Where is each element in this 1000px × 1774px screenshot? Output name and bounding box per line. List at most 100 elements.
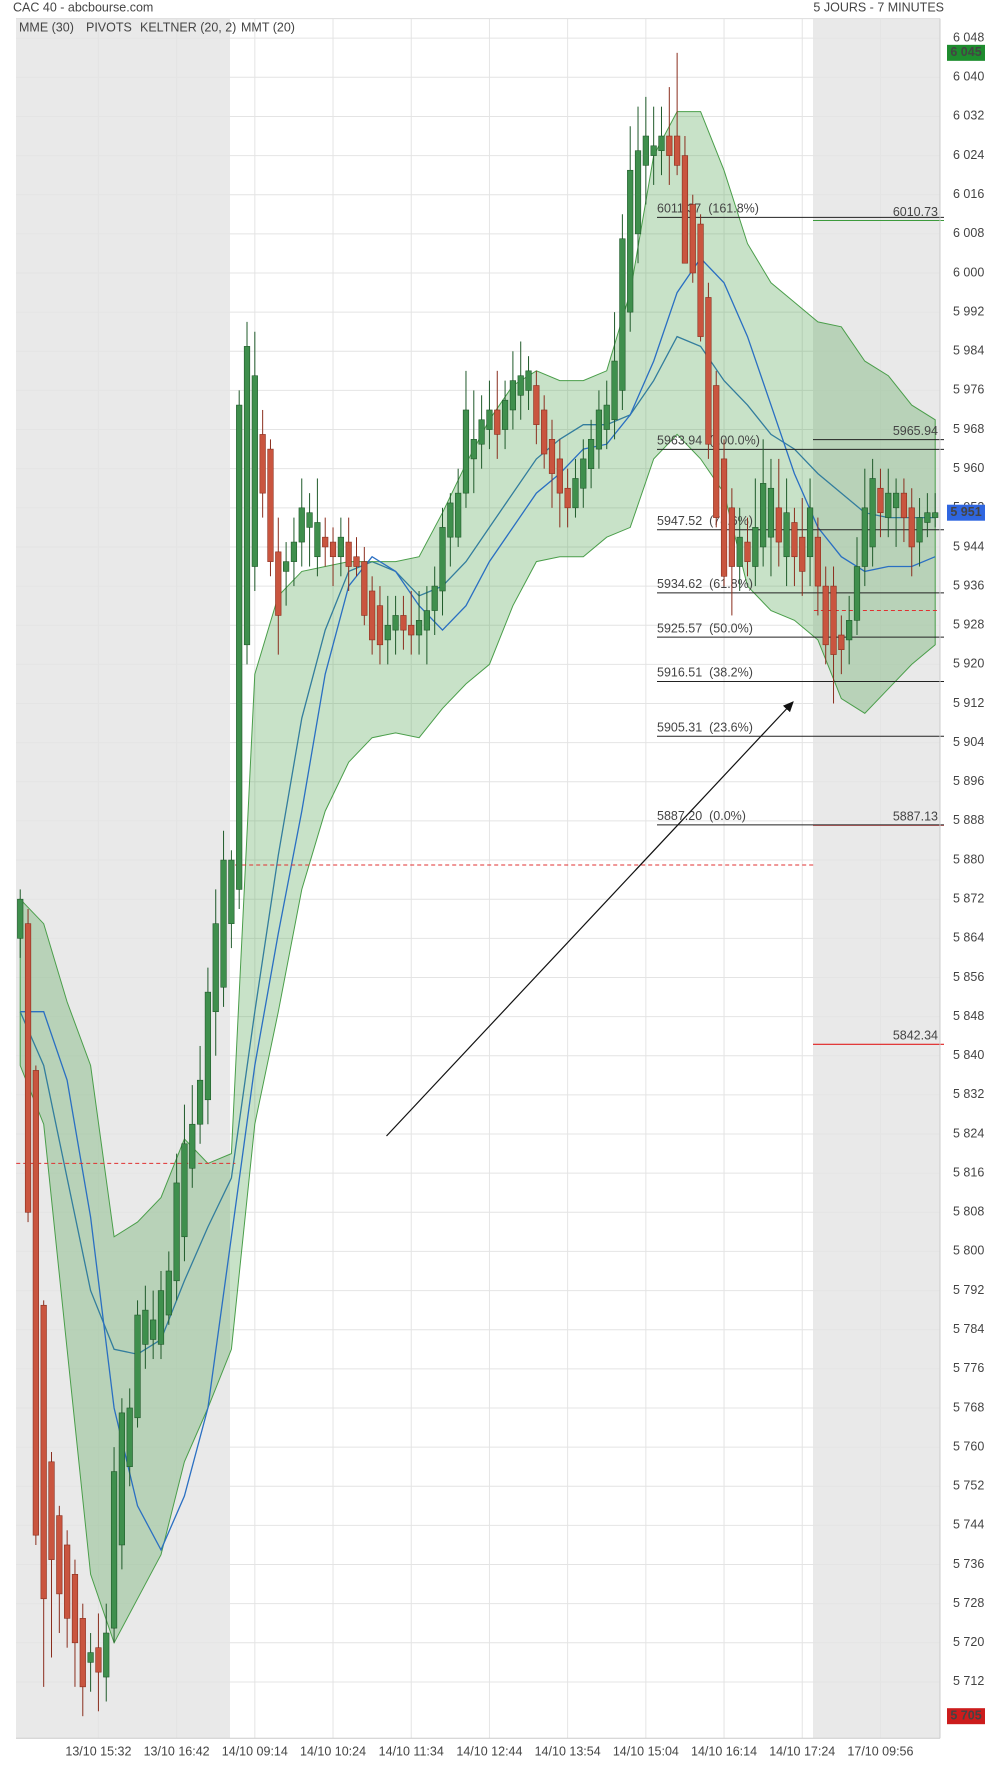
x-tick-label: 14/10 10:24 <box>300 1744 366 1758</box>
candle-body <box>369 590 376 641</box>
legend-entry: MME (30) <box>19 20 74 34</box>
chart-subtitle: 5 JOURS - 7 MINUTES <box>813 0 944 14</box>
fib-label: 5925.57 (50.0%) <box>657 621 753 635</box>
y-tick-label: 6 000 <box>953 265 984 279</box>
legend: MME (30) PIVOTS KELTNER (20, 2) MMT (20) <box>19 20 295 34</box>
candle-body <box>24 923 32 1213</box>
candle-body <box>744 541 751 562</box>
candle-body <box>306 512 313 528</box>
candle-body <box>376 605 384 646</box>
candle-body <box>48 1461 55 1560</box>
candle-body <box>392 615 399 631</box>
chart-title: CAC 40 - abcbourse.com <box>13 0 153 14</box>
pivot-label: 6010.73 <box>893 205 938 219</box>
candle-body <box>181 1143 188 1238</box>
candle-body <box>79 1618 86 1688</box>
y-tick-label: 5 992 <box>953 304 984 318</box>
y-tick-label: 5 832 <box>953 1087 984 1101</box>
axes: 5 712 5 720 5 728 5 736 5 744 5 752 5 760 5 768… <box>65 30 985 1758</box>
y-tick-label: 5 864 <box>953 931 984 945</box>
y-tick-label: 5 784 <box>953 1322 984 1336</box>
candle-body <box>501 399 509 430</box>
candle-body <box>509 380 516 411</box>
candle-body <box>212 923 219 1013</box>
x-tick-label: 14/10 11:34 <box>379 1744 444 1758</box>
y-tick-label: 6 024 <box>953 148 984 162</box>
candle-body <box>877 487 884 514</box>
y-tick-label: 5 872 <box>953 891 984 905</box>
candle-body <box>611 360 618 421</box>
y-tick-label: 5 840 <box>953 1048 984 1062</box>
candle-body <box>932 512 939 518</box>
candle-body <box>486 409 493 430</box>
pivot-label: 5887.13 <box>893 809 938 823</box>
y-tick-label: 6 008 <box>953 226 984 240</box>
candle-body <box>345 541 352 567</box>
candle-body <box>806 507 814 558</box>
price-tag-label: 5 705 <box>950 1708 981 1722</box>
candle-body <box>439 527 446 592</box>
x-tick-label: 14/10 09:14 <box>222 1744 288 1758</box>
candle-body <box>689 204 696 274</box>
y-tick-label: 5 792 <box>953 1283 984 1297</box>
price-tag <box>947 504 985 521</box>
candle-body <box>924 512 931 523</box>
y-tick-label: 5 888 <box>953 813 984 827</box>
y-tick-label: 5 728 <box>953 1596 984 1610</box>
candle-body <box>17 898 24 939</box>
candle-body <box>251 375 258 567</box>
candle-body <box>588 439 595 469</box>
candle-body <box>533 385 540 425</box>
candle-body <box>110 1471 118 1629</box>
candles <box>17 52 939 1717</box>
candle-body <box>423 610 430 631</box>
candle-body <box>728 507 735 567</box>
candle-body <box>228 859 235 924</box>
candle-body <box>822 585 829 646</box>
x-tick-label: 14/10 12:44 <box>456 1744 522 1758</box>
candle-body <box>455 492 462 538</box>
y-tick-label: 5 768 <box>953 1400 984 1414</box>
candle-body <box>830 585 837 655</box>
y-tick-label: 6 016 <box>953 187 984 201</box>
y-tick-label: 5 904 <box>953 735 984 749</box>
candle-body <box>541 409 548 455</box>
candle-body <box>627 169 634 313</box>
price-tag <box>947 1708 985 1725</box>
candle-body <box>650 145 657 156</box>
candle-body <box>642 135 649 166</box>
trend-arrow <box>386 701 794 1137</box>
candle-body <box>494 409 501 435</box>
y-tick-label: 5 960 <box>953 461 984 475</box>
candle-body <box>142 1309 149 1345</box>
candle-body <box>525 370 532 391</box>
levels: 6010.73 5965.94 5887.13 5842.34 6011.37 (161… <box>16 202 944 1164</box>
y-tick-label: 5 744 <box>953 1518 984 1532</box>
candle-body <box>885 492 892 518</box>
candle-body <box>580 458 587 489</box>
candle-body <box>32 1070 39 1536</box>
y-tick-label: 5 720 <box>953 1635 984 1649</box>
fib-label: 5947.52 (78.6%) <box>657 514 753 528</box>
candle-body <box>275 551 282 616</box>
x-tick-label: 14/10 17:24 <box>769 1744 835 1758</box>
candle-body <box>126 1407 133 1467</box>
candle-body <box>329 541 337 558</box>
candle-body <box>87 1652 94 1663</box>
candle-body <box>674 135 681 166</box>
candle-body <box>634 150 642 235</box>
candle-body <box>752 527 759 567</box>
x-tick-label: 13/10 15:32 <box>65 1744 131 1758</box>
pivot-label: 5965.94 <box>893 424 938 438</box>
candle-body <box>681 155 689 264</box>
y-tick-label: 5 928 <box>953 618 984 632</box>
session-shade <box>813 18 940 1739</box>
candle-body <box>846 620 853 641</box>
y-tick-label: 5 880 <box>953 852 984 866</box>
candle-body <box>196 1079 204 1125</box>
candle-body <box>157 1290 165 1345</box>
candle-body <box>361 561 368 616</box>
price-tag-label: 6 045 <box>950 45 981 59</box>
candle-body <box>478 419 485 445</box>
legend-entry: PIVOTS <box>86 20 132 34</box>
